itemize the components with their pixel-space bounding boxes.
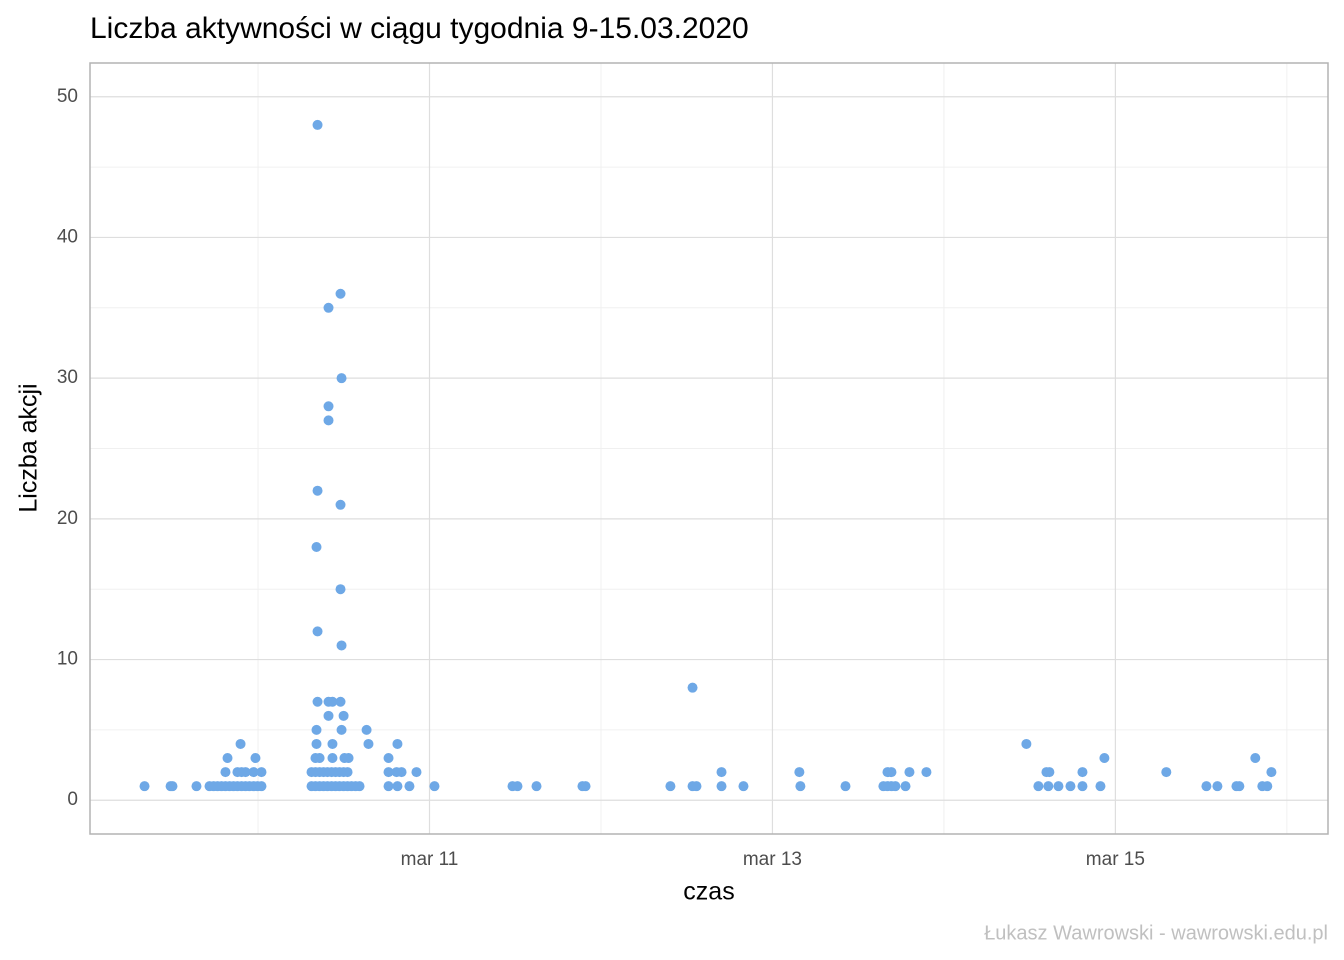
- point: [429, 781, 440, 792]
- y-tick-label: 30: [57, 367, 78, 388]
- point: [1201, 781, 1212, 792]
- point: [363, 738, 374, 749]
- point: [323, 415, 334, 426]
- point: [383, 753, 394, 764]
- y-tick-label: 10: [57, 649, 78, 670]
- point: [312, 485, 323, 496]
- point: [687, 682, 698, 693]
- point: [235, 738, 246, 749]
- point: [1021, 738, 1032, 749]
- point: [311, 738, 322, 749]
- point: [1250, 753, 1261, 764]
- y-tick-label: 20: [57, 508, 78, 529]
- point: [312, 626, 323, 637]
- point: [311, 541, 322, 552]
- point: [361, 724, 372, 735]
- point: [396, 767, 407, 778]
- point: [222, 753, 233, 764]
- point: [327, 738, 338, 749]
- point: [840, 781, 851, 792]
- point: [314, 753, 325, 764]
- y-tick-label: 40: [57, 226, 78, 247]
- point: [1234, 781, 1245, 792]
- point: [336, 640, 347, 651]
- point: [411, 767, 422, 778]
- point: [323, 401, 334, 412]
- point: [335, 499, 346, 510]
- y-tick-label: 50: [57, 86, 78, 107]
- point: [327, 753, 338, 764]
- point: [191, 781, 202, 792]
- point: [256, 781, 267, 792]
- point: [139, 781, 150, 792]
- point: [890, 781, 901, 792]
- x-tick-label: mar 13: [743, 849, 802, 870]
- point: [1077, 767, 1088, 778]
- point: [1053, 781, 1064, 792]
- chart-title: Liczba aktywności w ciągu tygodnia 9-15.…: [90, 12, 749, 45]
- point: [738, 781, 749, 792]
- point: [335, 696, 346, 707]
- x-axis-title: czas: [683, 878, 734, 906]
- point: [342, 767, 353, 778]
- point: [531, 781, 542, 792]
- point: [512, 781, 523, 792]
- point: [354, 781, 365, 792]
- point: [1266, 767, 1277, 778]
- point: [580, 781, 591, 792]
- point: [1077, 781, 1088, 792]
- point: [250, 753, 261, 764]
- point: [220, 767, 231, 778]
- point: [248, 767, 259, 778]
- point: [904, 767, 915, 778]
- point: [240, 767, 251, 778]
- point: [323, 302, 334, 313]
- point: [343, 753, 354, 764]
- point: [1262, 781, 1273, 792]
- y-axis-title: Liczba akcji: [15, 383, 43, 512]
- point: [336, 724, 347, 735]
- point: [323, 710, 334, 721]
- point: [795, 781, 806, 792]
- point: [256, 767, 267, 778]
- x-tick-label: mar 15: [1086, 849, 1145, 870]
- point: [716, 781, 727, 792]
- point: [392, 781, 403, 792]
- point: [336, 373, 347, 384]
- point: [335, 288, 346, 299]
- point: [716, 767, 727, 778]
- point: [1161, 767, 1172, 778]
- point: [886, 767, 897, 778]
- point: [392, 738, 403, 749]
- point: [691, 781, 702, 792]
- point: [900, 781, 911, 792]
- point: [338, 710, 349, 721]
- point: [327, 696, 338, 707]
- point: [665, 781, 676, 792]
- point: [404, 781, 415, 792]
- point: [794, 767, 805, 778]
- point: [167, 781, 178, 792]
- x-tick-label: mar 11: [401, 849, 459, 870]
- point: [312, 119, 323, 130]
- point: [1043, 781, 1054, 792]
- point: [921, 767, 932, 778]
- point: [335, 584, 346, 595]
- plot-border: [89, 62, 1329, 835]
- point: [311, 724, 322, 735]
- point: [312, 696, 323, 707]
- point: [1099, 753, 1110, 764]
- point: [1212, 781, 1223, 792]
- point: [383, 781, 394, 792]
- y-tick-label: 0: [67, 789, 78, 810]
- point: [383, 767, 394, 778]
- point: [1095, 781, 1106, 792]
- point: [1065, 781, 1076, 792]
- point: [1044, 767, 1055, 778]
- point: [1033, 781, 1044, 792]
- caption: Łukasz Wawrowski - wawrowski.edu.pl: [984, 922, 1328, 944]
